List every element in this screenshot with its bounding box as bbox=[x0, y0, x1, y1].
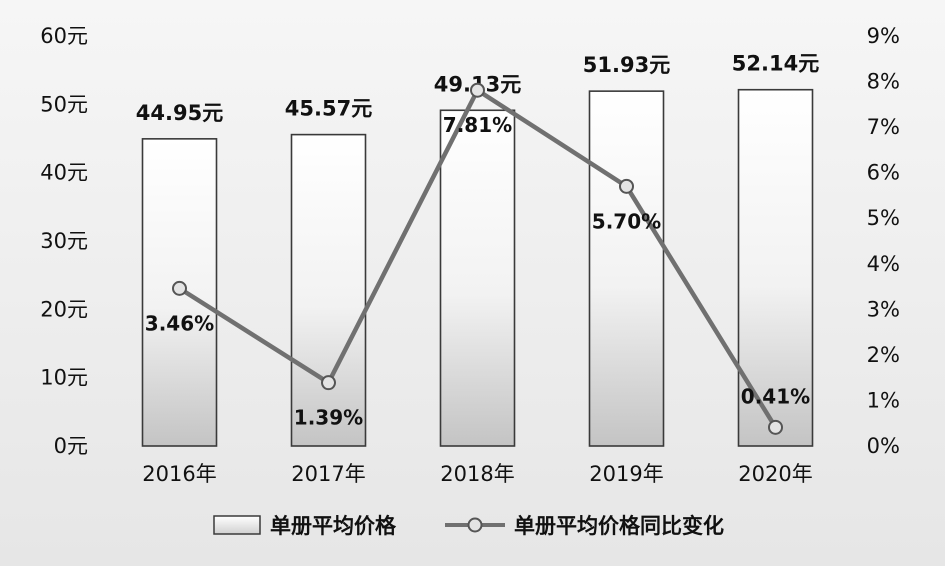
line-data-label: 0.41% bbox=[741, 384, 810, 408]
bar bbox=[439, 109, 516, 447]
right-tick-label: 7% bbox=[867, 115, 900, 139]
bar-data-label: 44.95元 bbox=[136, 101, 223, 125]
right-tick-label: 3% bbox=[867, 297, 900, 321]
right-tick-label: 4% bbox=[867, 252, 900, 276]
right-tick-label: 1% bbox=[867, 388, 900, 412]
x-tick-label: 2018年 bbox=[440, 462, 514, 486]
x-tick-label: 2016年 bbox=[142, 462, 216, 486]
x-axis: 2016年 2017年 2018年 2019年 2020年 bbox=[142, 462, 812, 486]
line-series: 3.46% 1.39% 7.81% 5.70% 0.41% bbox=[145, 82, 810, 435]
bar bbox=[588, 90, 665, 447]
left-tick-label: 60元 bbox=[40, 24, 88, 48]
line-data-label: 1.39% bbox=[294, 406, 363, 430]
legend-line-marker bbox=[467, 517, 483, 533]
right-tick-label: 5% bbox=[867, 206, 900, 230]
right-tick-label: 8% bbox=[867, 70, 900, 94]
right-tick-label: 0% bbox=[867, 434, 900, 458]
left-tick-label: 40元 bbox=[40, 161, 88, 185]
x-tick-label: 2017年 bbox=[291, 462, 365, 486]
bar-data-label: 45.57元 bbox=[285, 97, 372, 121]
x-tick-label: 2020年 bbox=[738, 462, 812, 486]
line-data-label: 7.81% bbox=[443, 113, 512, 137]
right-tick-label: 9% bbox=[867, 24, 900, 48]
right-tick-label: 6% bbox=[867, 161, 900, 185]
left-axis: 0元 10元 20元 30元 40元 50元 60元 bbox=[40, 24, 88, 458]
bar bbox=[290, 133, 367, 447]
left-tick-label: 30元 bbox=[40, 229, 88, 253]
left-tick-label: 0元 bbox=[54, 434, 88, 458]
x-tick-label: 2019年 bbox=[589, 462, 663, 486]
right-tick-label: 2% bbox=[867, 343, 900, 367]
left-tick-label: 50元 bbox=[40, 92, 88, 116]
legend: 单册平均价格 单册平均价格同比变化 bbox=[213, 514, 724, 538]
line-point bbox=[470, 82, 485, 98]
line-point bbox=[321, 375, 336, 391]
legend-bar-swatch bbox=[213, 515, 261, 535]
line-point bbox=[619, 178, 634, 194]
legend-bar-label: 单册平均价格 bbox=[270, 514, 397, 538]
line-data-label: 5.70% bbox=[592, 209, 661, 233]
right-axis: 0% 1% 2% 3% 4% 5% 6% 7% 8% 9% bbox=[867, 24, 900, 458]
left-tick-label: 10元 bbox=[40, 366, 88, 390]
line-data-label: 3.46% bbox=[145, 311, 214, 335]
line-point bbox=[768, 419, 783, 435]
left-tick-label: 20元 bbox=[40, 297, 88, 321]
line-point bbox=[172, 280, 187, 296]
bar-data-label: 51.93元 bbox=[583, 53, 670, 77]
legend-line-label: 单册平均价格同比变化 bbox=[514, 514, 724, 538]
bar-data-label: 52.14元 bbox=[732, 52, 819, 76]
